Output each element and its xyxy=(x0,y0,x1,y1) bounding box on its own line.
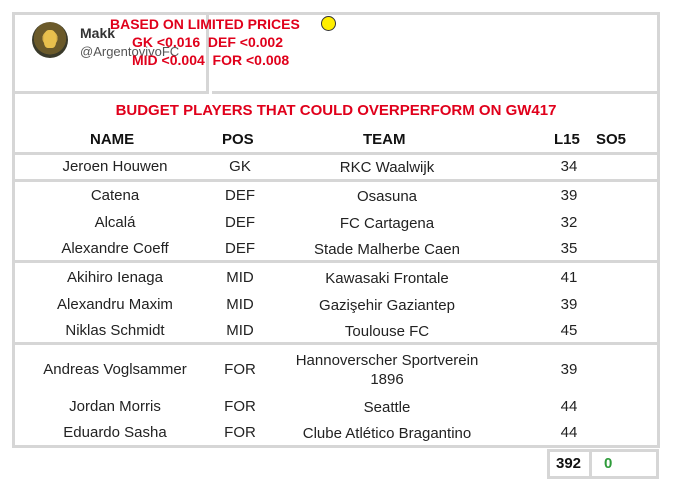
totals-divider xyxy=(589,449,592,479)
row-pos: GK xyxy=(229,158,251,175)
divider xyxy=(15,152,657,155)
row-l15: 34 xyxy=(560,158,578,175)
table-title: BUDGET PLAYERS THAT COULD OVERPERFORM ON… xyxy=(115,102,557,119)
row-team: Osasuna xyxy=(356,188,418,205)
row-name: Jeroen Houwen xyxy=(62,158,168,175)
divider xyxy=(15,342,657,345)
row-name: Alexandru Maxim xyxy=(57,296,173,313)
column-header-pos: POS xyxy=(222,131,254,148)
row-pos: DEF xyxy=(225,240,255,257)
column-header-team: TEAM xyxy=(363,131,406,148)
row-name: Eduardo Sasha xyxy=(63,424,167,441)
limits-title: BASED ON LIMITED PRICES xyxy=(110,16,300,32)
limits-line-1: GK <0.016 DEF <0.002 xyxy=(132,34,283,50)
row-name: Alcalá xyxy=(94,214,136,231)
column-header-l15: L15 xyxy=(554,131,580,148)
total-so5: 0 xyxy=(604,455,613,472)
profile-header xyxy=(15,15,209,94)
row-team: Hannoverscher Sportverein 1896 xyxy=(295,352,479,388)
profile-name[interactable]: Makk xyxy=(80,25,116,41)
row-team: Toulouse FC xyxy=(344,323,430,340)
row-pos: MID xyxy=(226,269,254,286)
row-pos: MID xyxy=(226,296,254,313)
row-name: Jordan Morris xyxy=(69,398,161,415)
yellow-circle-icon xyxy=(321,16,336,31)
row-l15: 44 xyxy=(560,398,578,415)
column-header-so5: SO5 xyxy=(596,131,627,148)
row-name: Niklas Schmidt xyxy=(65,322,165,339)
row-pos: FOR xyxy=(224,361,256,378)
avatar-figure-icon xyxy=(44,30,56,48)
row-team: FC Cartagena xyxy=(339,215,435,232)
row-pos: FOR xyxy=(224,398,256,415)
totals-box xyxy=(547,449,659,479)
row-team: Seattle xyxy=(363,399,411,416)
row-team: RKC Waalwijk xyxy=(339,159,435,176)
row-name: Catena xyxy=(90,187,140,204)
row-l15: 39 xyxy=(560,361,578,378)
avatar[interactable] xyxy=(32,22,68,58)
row-name: Alexandre Coeff xyxy=(61,240,169,257)
row-l15: 32 xyxy=(560,214,578,231)
row-team: Gazişehir Gaziantep xyxy=(319,297,455,314)
row-team: Clube Atlético Bragantino xyxy=(302,425,472,442)
row-pos: DEF xyxy=(225,214,255,231)
row-pos: FOR xyxy=(224,424,256,441)
row-pos: DEF xyxy=(225,187,255,204)
limits-line-2: MID <0.004 FOR <0.008 xyxy=(132,52,290,68)
column-header-name: NAME xyxy=(90,131,135,148)
row-name: Andreas Voglsammer xyxy=(43,361,187,378)
row-team: Kawasaki Frontale xyxy=(325,270,449,287)
row-l15: 39 xyxy=(560,296,578,313)
divider xyxy=(15,260,657,263)
row-pos: MID xyxy=(226,322,254,339)
row-team: Stade Malherbe Caen xyxy=(314,241,460,258)
divider xyxy=(15,179,657,182)
row-l15: 44 xyxy=(560,424,578,441)
row-l15: 39 xyxy=(560,187,578,204)
row-l15: 45 xyxy=(560,322,578,339)
table-frame xyxy=(12,12,660,448)
profile-handle[interactable]: @ArgentovivoFC xyxy=(80,44,180,59)
limits-header xyxy=(212,15,657,94)
row-l15: 35 xyxy=(560,240,578,257)
row-name: Akihiro Ienaga xyxy=(67,269,163,286)
row-l15: 41 xyxy=(560,269,578,286)
total-l15: 392 xyxy=(556,455,582,472)
